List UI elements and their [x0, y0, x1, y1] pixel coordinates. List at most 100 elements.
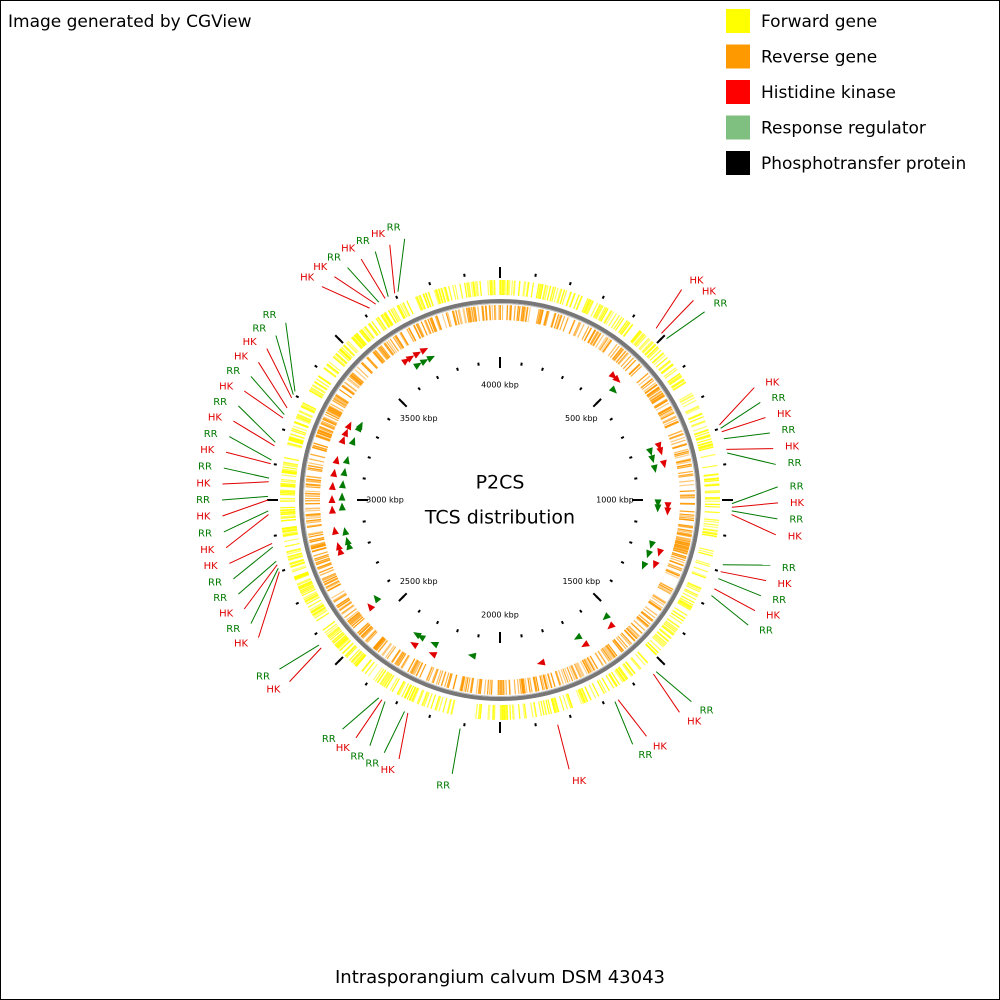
reverse-gene: [465, 307, 470, 323]
forward-gene: [668, 374, 682, 384]
leader-line: [243, 564, 278, 610]
forward-gene: [296, 414, 311, 422]
forward-gene: [399, 303, 408, 318]
forward-gene: [634, 334, 646, 347]
forward-gene: [553, 697, 559, 713]
reverse-gene: [677, 470, 693, 475]
forward-gene: [576, 295, 584, 311]
reverse-gene: [380, 345, 391, 358]
reverse-gene: [416, 323, 425, 338]
forward-gene: [474, 281, 478, 297]
backbone-inner: [303, 303, 697, 697]
forward-gene: [689, 416, 704, 423]
reverse-gene: [324, 413, 339, 422]
reverse-gene: [317, 431, 332, 438]
forward-gene: [300, 587, 315, 595]
forward-gene: [298, 582, 313, 591]
forward-gene: [328, 361, 341, 372]
forward-gene: [288, 437, 304, 443]
forward-gene: [305, 595, 319, 604]
forward-gene: [360, 329, 371, 342]
reverse-gene: [431, 317, 438, 332]
forward-gene: [313, 381, 328, 391]
forward-gene: [286, 548, 302, 554]
forward-gene: [304, 594, 319, 603]
forward-gene: [678, 392, 693, 401]
reverse-gene: [605, 644, 616, 658]
leader-line: [222, 481, 269, 485]
forward-gene: [438, 696, 444, 712]
legend-swatch: [726, 115, 750, 140]
reverse-gene: [581, 659, 590, 674]
forward-gene: [329, 629, 343, 641]
reverse-gene: [315, 558, 331, 565]
reverse-gene: [539, 309, 544, 325]
reverse-gene: [326, 409, 341, 418]
feature-label: HK: [790, 498, 805, 509]
reverse-gene: [406, 328, 415, 343]
leader-line: [666, 311, 705, 339]
reverse-gene: [678, 473, 694, 477]
reverse-gene: [320, 423, 335, 431]
feature-marker: [656, 446, 664, 456]
forward-gene: [583, 299, 591, 314]
forward-gene: [301, 404, 316, 413]
reverse-gene: [315, 435, 331, 442]
forward-gene: [490, 280, 493, 296]
reverse-gene: [457, 309, 462, 325]
reverse-gene: [361, 626, 373, 639]
forward-gene: [422, 691, 429, 707]
reverse-gene: [335, 597, 350, 607]
reverse-gene: [674, 544, 689, 550]
forward-gene: [593, 304, 602, 319]
reverse-gene: [400, 654, 410, 669]
forward-gene: [384, 312, 393, 326]
reverse-gene: [462, 308, 467, 324]
reverse-gene: [445, 312, 451, 328]
forward-gene: [287, 552, 303, 558]
leader-line: [719, 387, 755, 426]
forward-gene: [703, 473, 719, 477]
forward-gene: [506, 704, 508, 720]
reverse-gene: [440, 671, 447, 687]
reverse-gene: [332, 398, 347, 408]
forward-gene: [693, 566, 709, 573]
reverse-gene: [332, 592, 347, 602]
forward-gene: [280, 506, 296, 509]
forward-gene: [332, 632, 345, 644]
forward-gene: [280, 508, 296, 511]
forward-gene: [703, 477, 719, 480]
forward-gene: [352, 336, 364, 348]
forward-gene: [487, 280, 490, 296]
minor-tick-outer: [700, 395, 705, 399]
feature-marker: [608, 371, 617, 380]
reverse-gene: [331, 590, 345, 599]
reverse-gene: [397, 653, 407, 667]
feature-marker: [419, 348, 429, 355]
forward-gene: [582, 298, 590, 313]
reverse-gene: [677, 465, 693, 470]
forward-gene: [562, 694, 569, 710]
forward-gene: [339, 640, 352, 652]
legend-swatch: [726, 44, 750, 69]
forward-gene: [436, 289, 442, 304]
forward-gene: [661, 625, 674, 636]
forward-gene: [311, 384, 326, 394]
feature-marker: [573, 632, 583, 640]
forward-gene: [287, 553, 303, 559]
reverse-gene: [308, 533, 324, 538]
reverse-gene: [309, 538, 325, 544]
feature-marker: [536, 658, 546, 666]
reverse-gene: [674, 543, 690, 549]
forward-gene: [316, 378, 330, 388]
leader-line: [721, 417, 766, 433]
forward-gene: [647, 347, 660, 359]
reverse-gene: [644, 384, 658, 395]
forward-gene: [479, 704, 482, 720]
forward-gene: [382, 673, 392, 687]
forward-gene: [336, 637, 349, 649]
feature-label: HK: [653, 741, 668, 752]
forward-gene: [668, 374, 682, 385]
reverse-gene: [615, 350, 627, 364]
forward-gene: [492, 704, 494, 720]
